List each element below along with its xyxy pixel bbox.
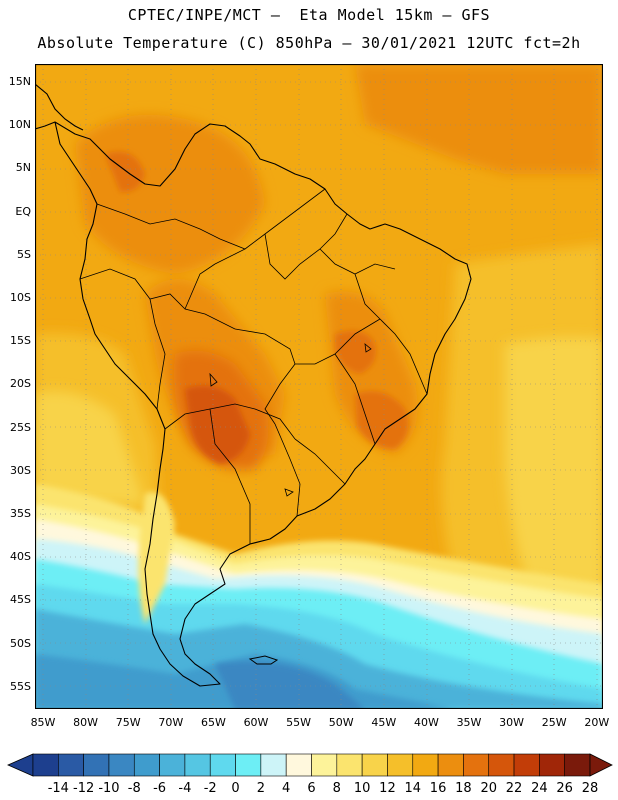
lon-label: 45W <box>371 716 397 729</box>
lat-label: 40S <box>10 550 31 564</box>
colorbar-swatch <box>285 753 312 777</box>
colorbar-swatch <box>387 753 414 777</box>
lon-label: 20W <box>584 716 610 729</box>
lon-label: 85W <box>30 716 56 729</box>
colorbar-tick-label: 12 <box>379 781 396 796</box>
temperature-field <box>35 64 603 709</box>
colorbar-tick-label: 18 <box>455 781 472 796</box>
colorbar-tick-label: -12 <box>73 781 95 796</box>
colorbar-swatch <box>108 753 135 777</box>
map-title-line2: Absolute Temperature (C) 850hPa – 30/01/… <box>37 34 581 52</box>
lat-label: 15S <box>10 334 31 348</box>
colorbar-tick-label: 20 <box>480 781 497 796</box>
colorbar-swatch <box>437 753 464 777</box>
colorbar-swatch <box>133 753 160 777</box>
colorbar-tick-label: -6 <box>153 781 167 796</box>
lon-label: 55W <box>286 716 312 729</box>
lon-label: 40W <box>413 716 439 729</box>
lat-label: 35S <box>10 507 31 520</box>
colorbar-tick-label: 28 <box>581 781 599 796</box>
colorbar-swatch <box>488 753 515 777</box>
colorbar-swatch <box>184 753 211 777</box>
map-title-line1: CPTEC/INPE/MCT – Eta Model 15km – GFS <box>127 6 491 24</box>
colorbar-tick-label: 2 <box>256 781 265 796</box>
colorbar-swatch <box>412 753 439 777</box>
lat-label: 45S <box>10 593 31 607</box>
lat-label: 20S <box>10 377 31 391</box>
lat-label: 5S <box>17 247 31 261</box>
colorbar-swatch <box>564 753 591 777</box>
colorbar-swatch <box>32 753 59 777</box>
lat-label: 15N <box>8 75 31 88</box>
lat-label: 10S <box>10 291 31 304</box>
lon-label: 65W <box>200 716 226 729</box>
lon-label: 75W <box>115 716 141 729</box>
lon-label: 30W <box>499 716 525 729</box>
lat-label: 25S <box>10 420 31 434</box>
lon-label: 25W <box>541 716 567 729</box>
colorbar-tick-label: -4 <box>178 781 192 796</box>
colorbar-tick-label: 22 <box>505 781 523 796</box>
colorbar-swatch <box>539 753 565 777</box>
lat-label: EQ <box>15 204 31 218</box>
lake-marker <box>209 343 372 497</box>
lon-label: 35W <box>456 716 482 729</box>
colorbar-swatch <box>235 753 262 777</box>
colorbar-tick-label: 24 <box>531 781 548 796</box>
lon-label: 70W <box>158 716 184 729</box>
colorbar-swatch <box>159 753 186 777</box>
lat-label: 5N <box>15 161 31 175</box>
colorbar-tick-label: 14 <box>404 781 422 796</box>
lon-label: 60W <box>243 716 269 729</box>
lon-label: 80W <box>73 716 99 729</box>
lat-label: 10N <box>8 118 31 132</box>
map-frame <box>35 64 603 709</box>
temperature-map <box>35 64 603 709</box>
south-america-coastline <box>54 121 472 687</box>
colorbar-swatch <box>513 753 540 777</box>
colorbar-tick-label: 16 <box>429 781 447 796</box>
country-borders <box>79 188 428 544</box>
colorbar-arrow-right <box>589 753 613 777</box>
lat-label: 55S <box>10 679 31 693</box>
colorbar-swatch <box>463 753 490 777</box>
falkland-islands <box>248 655 279 665</box>
colorbar-tick-label: 8 <box>332 781 341 796</box>
colorbar-tick-label: 4 <box>282 781 291 796</box>
colorbar-tick-label: -2 <box>203 781 217 796</box>
colorbar-swatch <box>260 753 287 777</box>
central-america-coastline <box>35 83 84 131</box>
colorbar-tick-label: -8 <box>127 781 141 796</box>
colorbar-tick-label: -10 <box>98 781 120 796</box>
lon-label: 50W <box>328 716 354 729</box>
lat-label: 30S <box>10 463 31 477</box>
colorbar-swatch <box>336 753 363 777</box>
colorbar <box>7 753 613 777</box>
colorbar-swatch <box>209 753 236 777</box>
map-canvas <box>35 64 603 709</box>
colorbar-arrow-left <box>7 753 34 777</box>
lat-label: 50S <box>10 636 31 650</box>
colorbar-tick-label: -14 <box>47 781 69 796</box>
colorbar-tick-label: 0 <box>231 781 240 796</box>
colorbar-swatch <box>311 753 338 777</box>
colorbar-swatch <box>361 753 388 777</box>
colorbar-tick-label: 26 <box>556 781 573 796</box>
colorbar-tick-label: 6 <box>307 781 316 796</box>
colorbar-tick-label: 10 <box>353 781 371 796</box>
colorbar-swatch <box>83 753 110 777</box>
colorbar-swatch <box>58 753 84 777</box>
